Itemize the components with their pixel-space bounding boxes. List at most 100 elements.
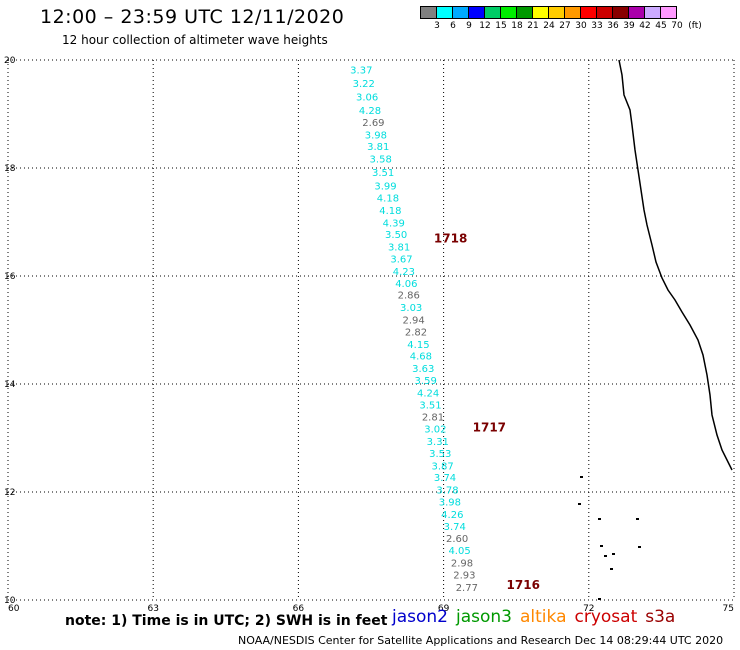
credit-line: NOAA/NESDIS Center for Satellite Applica…: [238, 634, 724, 647]
wave-height-value: 3.98: [365, 130, 387, 141]
wave-height-value: 3.87: [431, 461, 453, 472]
wave-height-value: 3.51: [372, 168, 394, 179]
revolution-number: 1717: [473, 421, 506, 435]
wave-height-value: 3.67: [390, 255, 412, 266]
revolution-number: 1718: [434, 232, 467, 246]
wave-height-value: 3.53: [429, 449, 451, 460]
scale-label: 24: [543, 21, 555, 31]
island-mark: [612, 553, 615, 555]
island-mark: [580, 476, 583, 478]
wave-height-value: 2.82: [405, 327, 427, 338]
scale-label: 21: [527, 21, 539, 31]
lon-tick-label: 66: [293, 604, 305, 614]
satellite-legend-item: altika: [520, 607, 567, 627]
scale-unit: (ft): [688, 21, 702, 31]
scale-label: 45: [655, 21, 667, 31]
wave-height-value: 4.68: [410, 352, 432, 363]
wave-height-value: 3.81: [388, 243, 410, 254]
lat-tick-label: 10: [4, 596, 16, 606]
wave-height-value: 3.06: [356, 93, 378, 104]
scale-label: 18: [511, 21, 523, 31]
scale-label: 6: [450, 21, 456, 31]
wave-height-value: 4.18: [377, 193, 399, 204]
lat-tick-label: 12: [4, 488, 15, 498]
wave-height-value: 4.06: [395, 279, 417, 290]
satellite-legend-item: s3a: [645, 607, 676, 627]
satellite-legend-item: cryosat: [574, 607, 638, 627]
lon-tick-label: 75: [723, 604, 734, 614]
wave-height-value: 2.77: [456, 583, 478, 594]
scale-swatch: [660, 6, 677, 19]
wave-height-value: 4.23: [393, 267, 415, 278]
scale-label: 42: [639, 21, 651, 31]
scale-label: 12: [479, 21, 491, 31]
scale-label: 36: [607, 21, 619, 31]
scale-label: 39: [623, 21, 635, 31]
axis-tick-labels: 60 63 66 69 72 75 10 12 14 16 18 20: [4, 56, 734, 614]
wave-height-value: 3.63: [412, 364, 434, 375]
lon-tick-label: 72: [583, 604, 594, 614]
wave-height-observations: 3.373.223.064.282.693.983.813.583.513.99…: [350, 66, 478, 594]
coastline-path: [618, 59, 733, 471]
wave-height-value: 4.39: [383, 218, 405, 229]
wave-height-value: 3.22: [353, 79, 375, 90]
wave-height-value: 3.78: [436, 486, 458, 497]
island-mark: [604, 555, 607, 557]
lat-tick-label: 16: [4, 272, 16, 282]
wave-height-value: 4.18: [379, 206, 401, 217]
wave-height-value: 2.94: [402, 316, 424, 327]
satellite-legend-item: jason2: [392, 607, 448, 627]
wave-height-value: 3.58: [370, 155, 392, 166]
lon-tick-label: 69: [438, 604, 450, 614]
page-title: 12:00 – 23:59 UTC 12/11/2020: [40, 6, 345, 28]
wave-height-value: 3.99: [374, 182, 396, 193]
lat-tick-label: 18: [4, 164, 16, 174]
wave-height-value: 3.50: [385, 230, 407, 241]
lon-tick-label: 63: [147, 604, 158, 614]
wave-height-value: 2.86: [398, 291, 420, 302]
wave-height-value: 3.98: [439, 498, 461, 509]
wave-height-color-scale: [420, 6, 677, 19]
wave-height-value: 3.74: [444, 522, 466, 533]
lon-tick-label: 60: [8, 604, 20, 614]
wave-height-value: 4.24: [417, 388, 439, 399]
wave-height-value: 2.98: [451, 559, 473, 570]
wave-height-value: 3.31: [427, 437, 449, 448]
wave-height-value: 4.05: [448, 546, 470, 557]
note-text: note: 1) Time is in UTC; 2) SWH is in fe…: [65, 613, 388, 629]
lat-tick-label: 20: [4, 56, 16, 66]
scale-label: 3: [434, 21, 440, 31]
scale-label: 70: [671, 21, 683, 31]
page-subtitle: 12 hour collection of altimeter wave hei…: [62, 33, 328, 47]
wave-height-value: 3.81: [367, 142, 389, 153]
wave-height-value: 2.69: [362, 118, 384, 129]
wave-height-value: 3.37: [350, 66, 372, 77]
island-mark: [600, 545, 603, 547]
island-mark: [598, 598, 601, 600]
scale-label: 15: [495, 21, 507, 31]
island-mark: [610, 568, 613, 570]
scale-label: 33: [591, 21, 603, 31]
satellite-legend-item: jason3: [456, 607, 512, 627]
wave-height-value: 4.26: [441, 510, 463, 521]
wave-height-value: 3.74: [434, 473, 456, 484]
island-mark: [598, 518, 601, 520]
wave-height-value: 3.02: [424, 425, 446, 436]
scale-label: 9: [466, 21, 472, 31]
wave-height-value: 3.59: [415, 376, 437, 387]
lat-tick-label: 14: [4, 380, 16, 390]
revolution-labels: 1718 1717 1716: [434, 232, 540, 593]
scale-label: 30: [575, 21, 587, 31]
island-mark: [638, 546, 641, 548]
scale-label: 27: [559, 21, 571, 31]
wave-height-value: 3.03: [400, 303, 422, 314]
wave-height-value: 2.81: [422, 413, 444, 424]
satellite-legend: jason2 jason3 altika cryosat s3a: [392, 607, 683, 627]
coastline: [578, 59, 733, 600]
island-mark: [578, 503, 581, 505]
wave-height-value: 4.28: [359, 106, 381, 117]
island-mark: [636, 518, 639, 520]
wave-height-value: 3.51: [419, 400, 441, 411]
wave-height-value: 2.60: [446, 534, 468, 545]
